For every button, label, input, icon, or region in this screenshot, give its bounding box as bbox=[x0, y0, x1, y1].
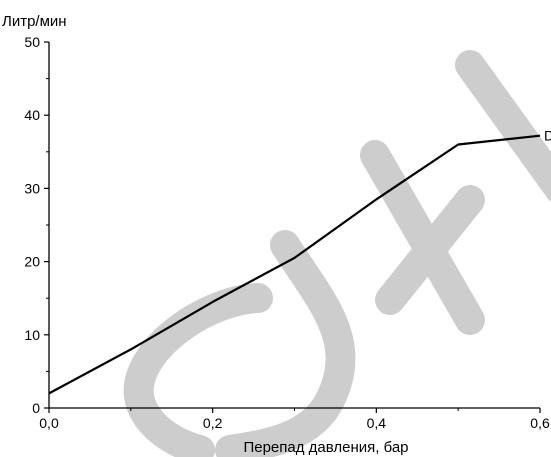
y-tick-label: 20 bbox=[24, 254, 40, 270]
y-axis-title: Литр/мин bbox=[2, 13, 67, 30]
x-axis-title: Перепад давления, бар bbox=[243, 439, 408, 456]
watermark-logo bbox=[123, 50, 551, 457]
y-ticks: 0 10 20 30 40 50 bbox=[24, 34, 49, 416]
x-tick-label: 0,6 bbox=[530, 415, 550, 431]
y-tick-label: 30 bbox=[24, 180, 40, 196]
y-tick-label: 50 bbox=[24, 34, 40, 50]
watermark-letter-m bbox=[455, 50, 551, 202]
x-ticks: 0,0 0,2 0,4 0,6 bbox=[39, 408, 550, 431]
x-tick-label: 0,2 bbox=[203, 415, 223, 431]
watermark-letter-k bbox=[360, 140, 485, 335]
watermark-letter-s bbox=[215, 230, 356, 457]
x-tick-label: 0,4 bbox=[367, 415, 387, 431]
series-label-d: D bbox=[544, 128, 551, 144]
x-tick-label: 0,0 bbox=[39, 415, 59, 431]
y-tick-label: 0 bbox=[32, 400, 40, 416]
series-line-d bbox=[48, 134, 541, 395]
watermark-letter-o bbox=[123, 283, 273, 457]
y-tick-label: 10 bbox=[24, 327, 40, 343]
y-tick-label: 40 bbox=[24, 107, 40, 123]
